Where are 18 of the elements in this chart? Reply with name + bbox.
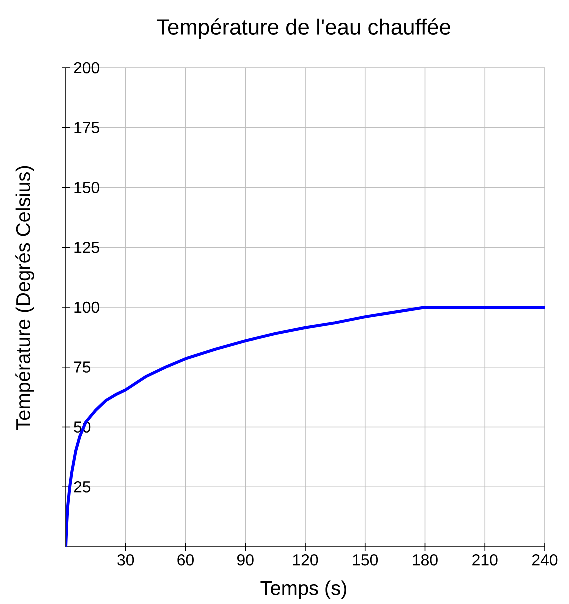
y-tick-label: 125 xyxy=(74,242,100,254)
x-tick-label: 120 xyxy=(293,554,318,566)
x-tick-label: 90 xyxy=(238,554,254,566)
x-tick-label: 60 xyxy=(178,554,194,566)
x-tick-label: 210 xyxy=(472,554,498,566)
y-axis-title: Température (Degrés Celsius) xyxy=(16,166,34,430)
y-tick-label: 100 xyxy=(74,302,100,314)
y-tick-label: 175 xyxy=(74,122,100,134)
y-tick-label: 150 xyxy=(74,182,100,194)
y-tick-label: 200 xyxy=(74,62,100,74)
y-tick-label: 75 xyxy=(74,362,91,373)
x-tick-label: 240 xyxy=(532,554,558,566)
x-axis-title: Temps (s) xyxy=(260,580,346,600)
x-tick-label: 180 xyxy=(413,554,438,566)
y-tick-label: 25 xyxy=(74,481,91,493)
chart-title: Température de l'eau chauffée xyxy=(156,18,450,40)
x-tick-label: 30 xyxy=(118,554,134,566)
x-tick-label: 150 xyxy=(353,554,378,566)
